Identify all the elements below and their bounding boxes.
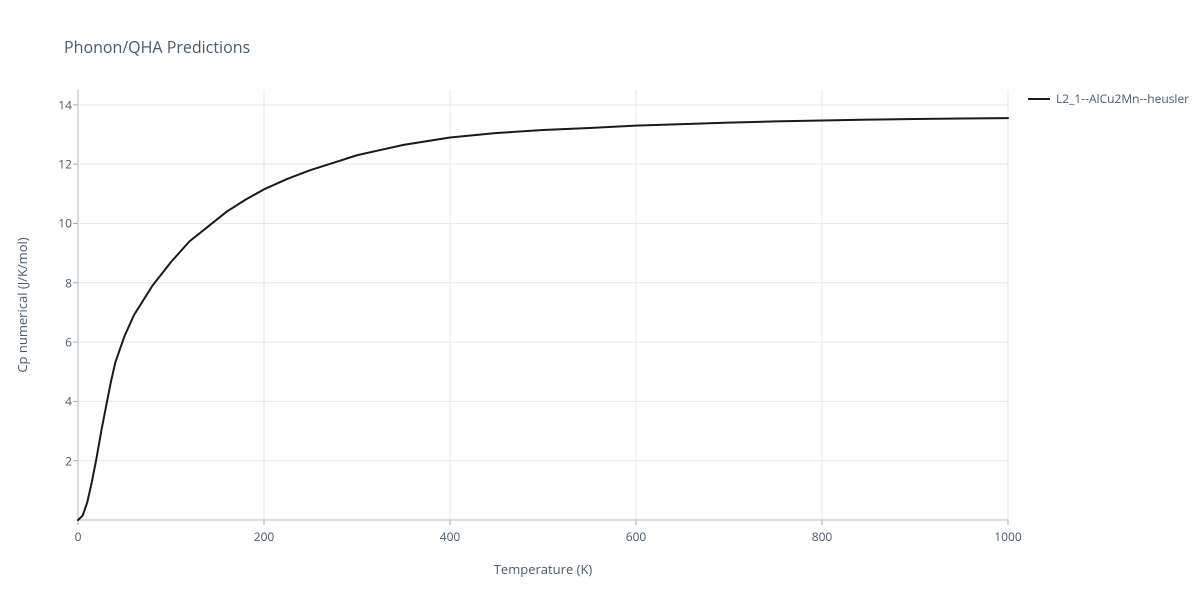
y-tick-label: 2: [52, 452, 72, 469]
legend-label: L2_1--AlCu2Mn--heusler: [1056, 90, 1189, 107]
x-axis-title: Temperature (K): [494, 560, 593, 578]
y-tick-label: 8: [52, 274, 72, 291]
y-tick-label: 10: [52, 215, 72, 232]
legend-swatch: [1028, 98, 1050, 100]
x-tick-label: 600: [626, 528, 647, 545]
y-tick-label: 4: [52, 393, 72, 410]
y-axis-title: Cp numerical (J/K/mol): [13, 237, 31, 372]
y-tick-label: 14: [52, 96, 72, 113]
x-tick-label: 1000: [994, 528, 1021, 545]
legend: L2_1--AlCu2Mn--heusler: [1028, 90, 1189, 107]
chart-container: Phonon/QHA Predictions Temperature (K) C…: [0, 0, 1200, 600]
y-tick-label: 12: [52, 156, 72, 173]
x-tick-label: 0: [75, 528, 82, 545]
plot-area: [78, 90, 1008, 520]
y-tick-label: 6: [52, 334, 72, 351]
x-tick-label: 400: [440, 528, 461, 545]
x-tick-label: 200: [254, 528, 275, 545]
x-tick-label: 800: [812, 528, 833, 545]
chart-title: Phonon/QHA Predictions: [64, 36, 250, 58]
